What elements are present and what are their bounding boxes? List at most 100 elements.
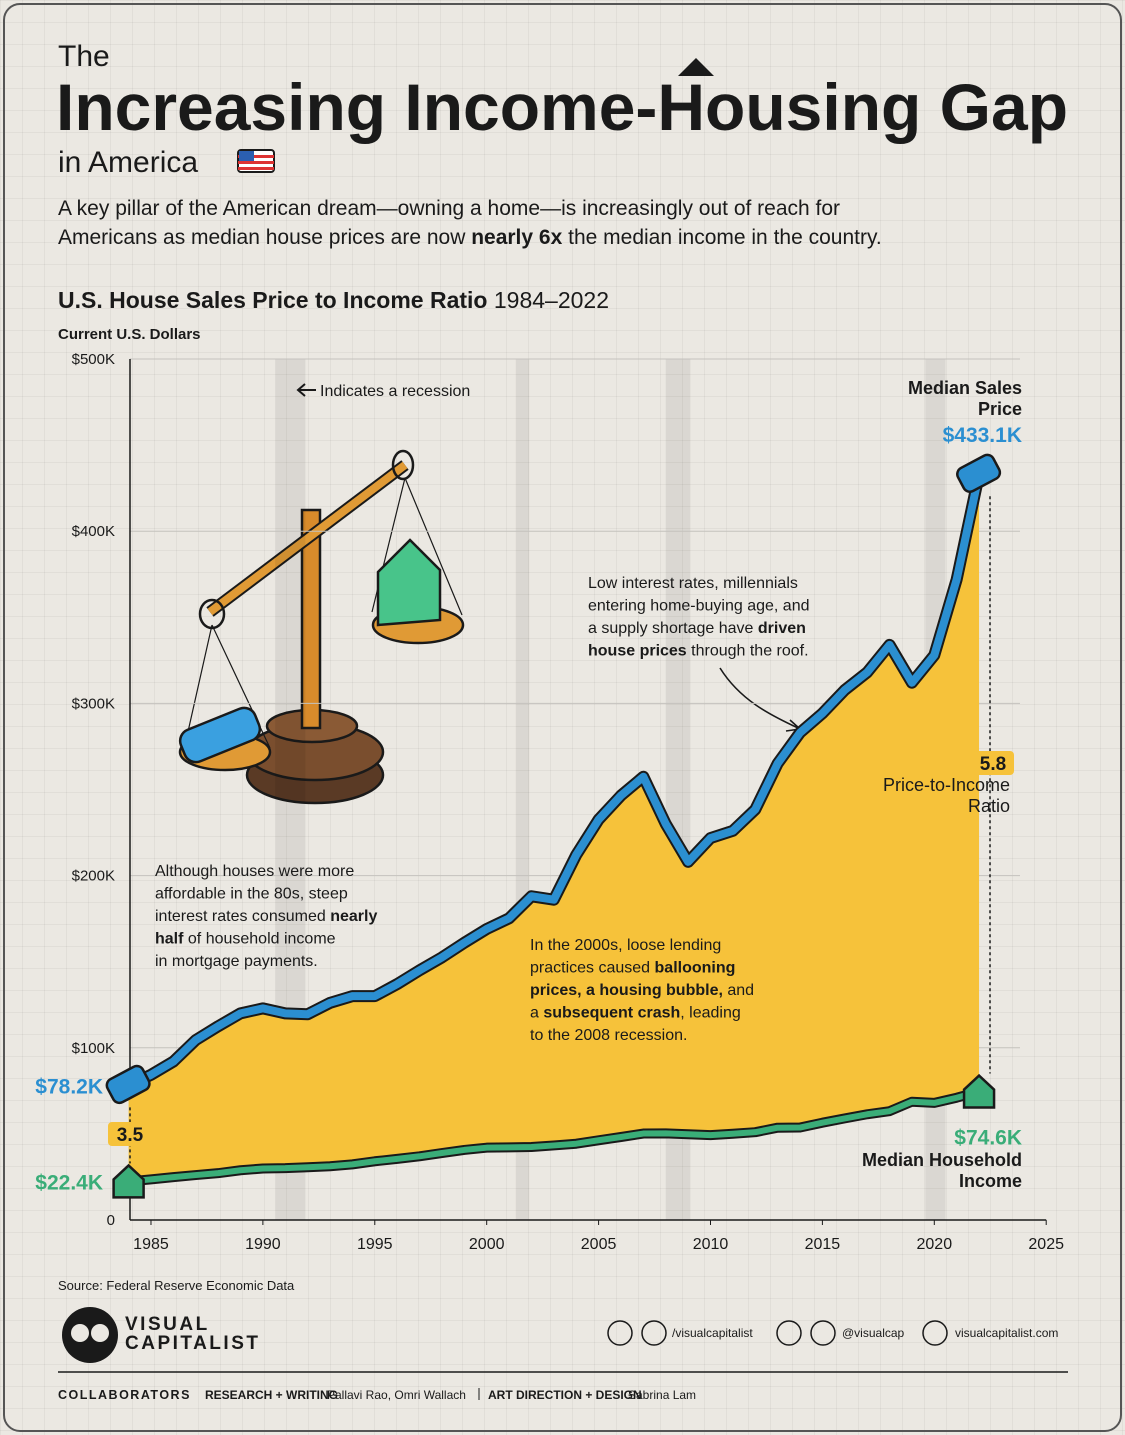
value-label: $433.1K bbox=[943, 424, 1022, 447]
annotation-segment: ballooning bbox=[655, 960, 736, 977]
x-tick-label: 1990 bbox=[245, 1236, 281, 1253]
title-suffix: in America bbox=[58, 146, 198, 179]
annotation-segment: affordable in the 80s, steep bbox=[155, 886, 348, 903]
annotation: a supply shortage have driven bbox=[588, 620, 806, 637]
credit: Pallavi Rao, Omri Wallach bbox=[327, 1388, 466, 1402]
annotation: prices, a housing bubble, and bbox=[530, 982, 754, 999]
annotation-segment: prices, a housing bubble, bbox=[530, 982, 723, 999]
annotation: in mortgage payments. bbox=[155, 953, 318, 970]
x-tick-label: 1995 bbox=[357, 1236, 393, 1253]
x-tick-label: 2020 bbox=[917, 1236, 953, 1253]
x-tick-label: 2005 bbox=[581, 1236, 617, 1253]
annotation-segment: driven bbox=[758, 620, 806, 637]
y-tick-label: $200K bbox=[72, 868, 115, 885]
chart-title: U.S. House Sales Price to Income Ratio 1… bbox=[58, 287, 609, 313]
social-handle: @visualcap bbox=[842, 1326, 905, 1340]
brand: CAPITALIST bbox=[125, 1333, 260, 1354]
annotation-segment: in mortgage payments. bbox=[155, 953, 318, 970]
subtitle-segment: the median income in the country. bbox=[562, 226, 881, 249]
social-icons bbox=[607, 1320, 948, 1346]
x-tick-label: 1985 bbox=[133, 1236, 169, 1253]
brand: VISUAL bbox=[125, 1314, 210, 1335]
y-tick-label: 0 bbox=[107, 1212, 115, 1229]
annotation-segment: In the 2000s, loose lending bbox=[530, 937, 721, 954]
annotation-segment: subsequent crash bbox=[543, 1005, 680, 1022]
annotation-segment: a supply shortage have bbox=[588, 620, 758, 637]
value-label: $78.2K bbox=[35, 1075, 103, 1098]
annotation-segment: , leading bbox=[680, 1005, 741, 1022]
subtitle: A key pillar of the American dream—ownin… bbox=[58, 197, 840, 220]
annotation-segment: nearly bbox=[330, 908, 377, 925]
annotation-segment: and bbox=[723, 982, 754, 999]
annotation: interest rates consumed nearly bbox=[155, 908, 377, 925]
x-tick-label: 2025 bbox=[1028, 1236, 1064, 1253]
flag-icon bbox=[237, 149, 275, 173]
scale-illustration bbox=[178, 449, 465, 805]
brand-logo bbox=[62, 1307, 118, 1363]
annotation-segment: to the 2008 recession. bbox=[530, 1027, 687, 1044]
house-icon bbox=[962, 1073, 996, 1109]
x-tick-label: 2015 bbox=[805, 1236, 841, 1253]
annotation: Low interest rates, millennials bbox=[588, 575, 798, 592]
annotation-segment: a bbox=[530, 1005, 543, 1022]
annotation: affordable in the 80s, steep bbox=[155, 886, 348, 903]
ratio-value: 3.5 bbox=[117, 1125, 144, 1146]
y-axis-label: Current U.S. Dollars bbox=[58, 326, 201, 343]
credit: COLLABORATORS bbox=[58, 1388, 191, 1402]
price-tag bbox=[105, 1064, 151, 1105]
ratio-badge bbox=[108, 1122, 152, 1146]
ratio-label: Price-to-Income Ratio bbox=[882, 775, 1010, 816]
annotation-arrow bbox=[719, 667, 802, 732]
source: Source: Federal Reserve Economic Data bbox=[58, 1278, 295, 1293]
credit: Sabrina Lam bbox=[628, 1388, 696, 1402]
subtitle-segment: A key pillar of the American dream—ownin… bbox=[58, 197, 840, 220]
x-tick-label: 2000 bbox=[469, 1236, 505, 1253]
annotation-segment: through the roof. bbox=[687, 643, 809, 660]
annotation-segment: house prices bbox=[588, 643, 687, 660]
credit: RESEARCH + WRITING bbox=[205, 1388, 338, 1402]
subtitle-segment: nearly 6x bbox=[471, 226, 562, 249]
ratio-value: 5.8 bbox=[980, 754, 1006, 775]
annotation: Although houses were more bbox=[155, 863, 354, 880]
annotation: In the 2000s, loose lending bbox=[530, 937, 721, 954]
recession-note: Indicates a recession bbox=[320, 383, 470, 400]
y-tick-label: $400K bbox=[72, 523, 115, 540]
annotation-segment: Although houses were more bbox=[155, 863, 354, 880]
annotation-segment: entering home-buying age, and bbox=[588, 598, 810, 615]
subtitle-segment: Americans as median house prices are now bbox=[58, 226, 471, 249]
chart-title-segment: U.S. House Sales Price to Income Ratio bbox=[58, 287, 487, 313]
series-name: Median Sales Price bbox=[907, 378, 1022, 419]
line bbox=[128, 1088, 980, 1185]
social-handle: /visualcapitalist bbox=[672, 1326, 753, 1340]
recession-arrow bbox=[296, 383, 316, 397]
pretitle: The bbox=[58, 40, 110, 73]
annotation-segment: practices caused bbox=[530, 960, 655, 977]
chart-title-segment: 1984–2022 bbox=[487, 287, 609, 313]
annotation: practices caused ballooning bbox=[530, 960, 735, 977]
value-label: $22.4K bbox=[35, 1171, 103, 1194]
value-label: $74.6K bbox=[954, 1127, 1022, 1150]
subtitle: Americans as median house prices are now… bbox=[58, 226, 882, 249]
annotation-segment: half bbox=[155, 931, 184, 948]
y-tick-label: $300K bbox=[72, 695, 115, 712]
x-tick-label: 2010 bbox=[693, 1236, 729, 1253]
line bbox=[126, 473, 983, 1089]
y-tick-label: $500K bbox=[72, 351, 115, 368]
annotation: half of household income bbox=[155, 931, 336, 948]
credit: ART DIRECTION + DESIGN bbox=[488, 1388, 642, 1402]
price-tag bbox=[956, 453, 1002, 493]
y-tick-label: $100K bbox=[72, 1040, 115, 1057]
title: Increasing Income-Housing Gap bbox=[56, 70, 1068, 144]
annotation: entering home-buying age, and bbox=[588, 598, 810, 615]
annotation: to the 2008 recession. bbox=[530, 1027, 687, 1044]
annotation-segment: interest rates consumed bbox=[155, 908, 330, 925]
annotation: house prices through the roof. bbox=[588, 643, 809, 660]
social-handle: visualcapitalist.com bbox=[955, 1326, 1058, 1340]
frame bbox=[3, 3, 1122, 1432]
annotation: a subsequent crash, leading bbox=[530, 1005, 741, 1022]
annotation-segment: Low interest rates, millennials bbox=[588, 575, 798, 592]
roof-icon bbox=[678, 58, 714, 76]
house-icon bbox=[112, 1163, 145, 1199]
